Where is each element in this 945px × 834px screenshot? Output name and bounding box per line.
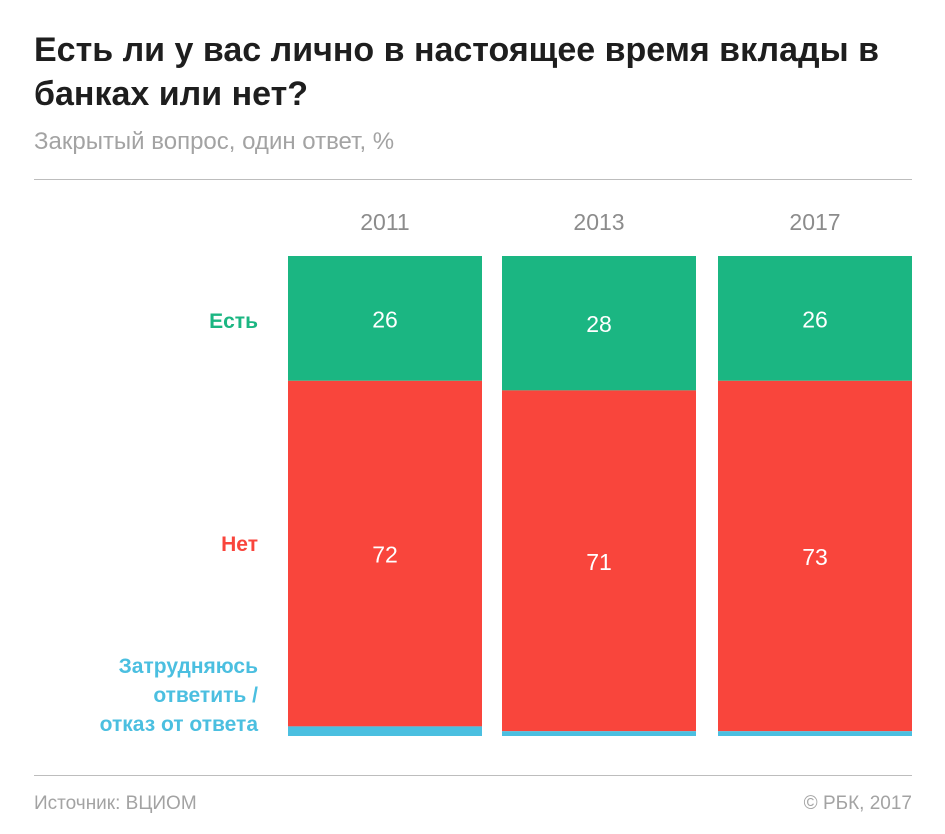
data-label-no-2017: 73 xyxy=(802,544,828,570)
x-tick-label-2011: 2011 xyxy=(360,209,409,235)
bar-segment-hard-2013 xyxy=(502,731,696,736)
chart-subtitle: Закрытый вопрос, один ответ, % xyxy=(34,128,395,155)
x-tick-label-2013: 2013 xyxy=(573,209,624,235)
data-label-yes-2011: 26 xyxy=(372,306,398,332)
bar-segment-hard-2011 xyxy=(288,726,482,736)
source-note: Источник: ВЦИОМ xyxy=(34,793,197,814)
series-label-hard-line-3: отказ от ответа xyxy=(100,713,259,736)
bottom-divider xyxy=(34,775,912,776)
chart-title: Есть ли у вас лично в настоящее время вк… xyxy=(34,31,879,113)
data-label-no-2013: 71 xyxy=(586,549,612,575)
top-divider xyxy=(34,179,912,180)
data-label-yes-2013: 28 xyxy=(586,311,612,337)
data-label-no-2011: 72 xyxy=(372,542,398,568)
bar-segment-yes-2013 xyxy=(502,256,696,391)
series-label-hard-line-2: ответить / xyxy=(153,684,258,707)
copyright-note: © РБК, 2017 xyxy=(803,793,912,814)
bar-segment-yes-2017 xyxy=(718,256,912,381)
bar-segment-no-2017 xyxy=(718,380,912,732)
bar-segment-yes-2011 xyxy=(288,256,482,381)
bar-segment-no-2011 xyxy=(288,380,482,727)
series-label-yes: Есть xyxy=(209,310,258,333)
series-label-no: Нет xyxy=(221,533,258,556)
x-tick-label-2017: 2017 xyxy=(789,209,840,235)
bar-segment-hard-2017 xyxy=(718,731,912,736)
series-label-hard-line-1: Затрудняюсь xyxy=(119,655,258,678)
data-label-yes-2017: 26 xyxy=(802,306,828,332)
bar-segment-no-2013 xyxy=(502,390,696,732)
